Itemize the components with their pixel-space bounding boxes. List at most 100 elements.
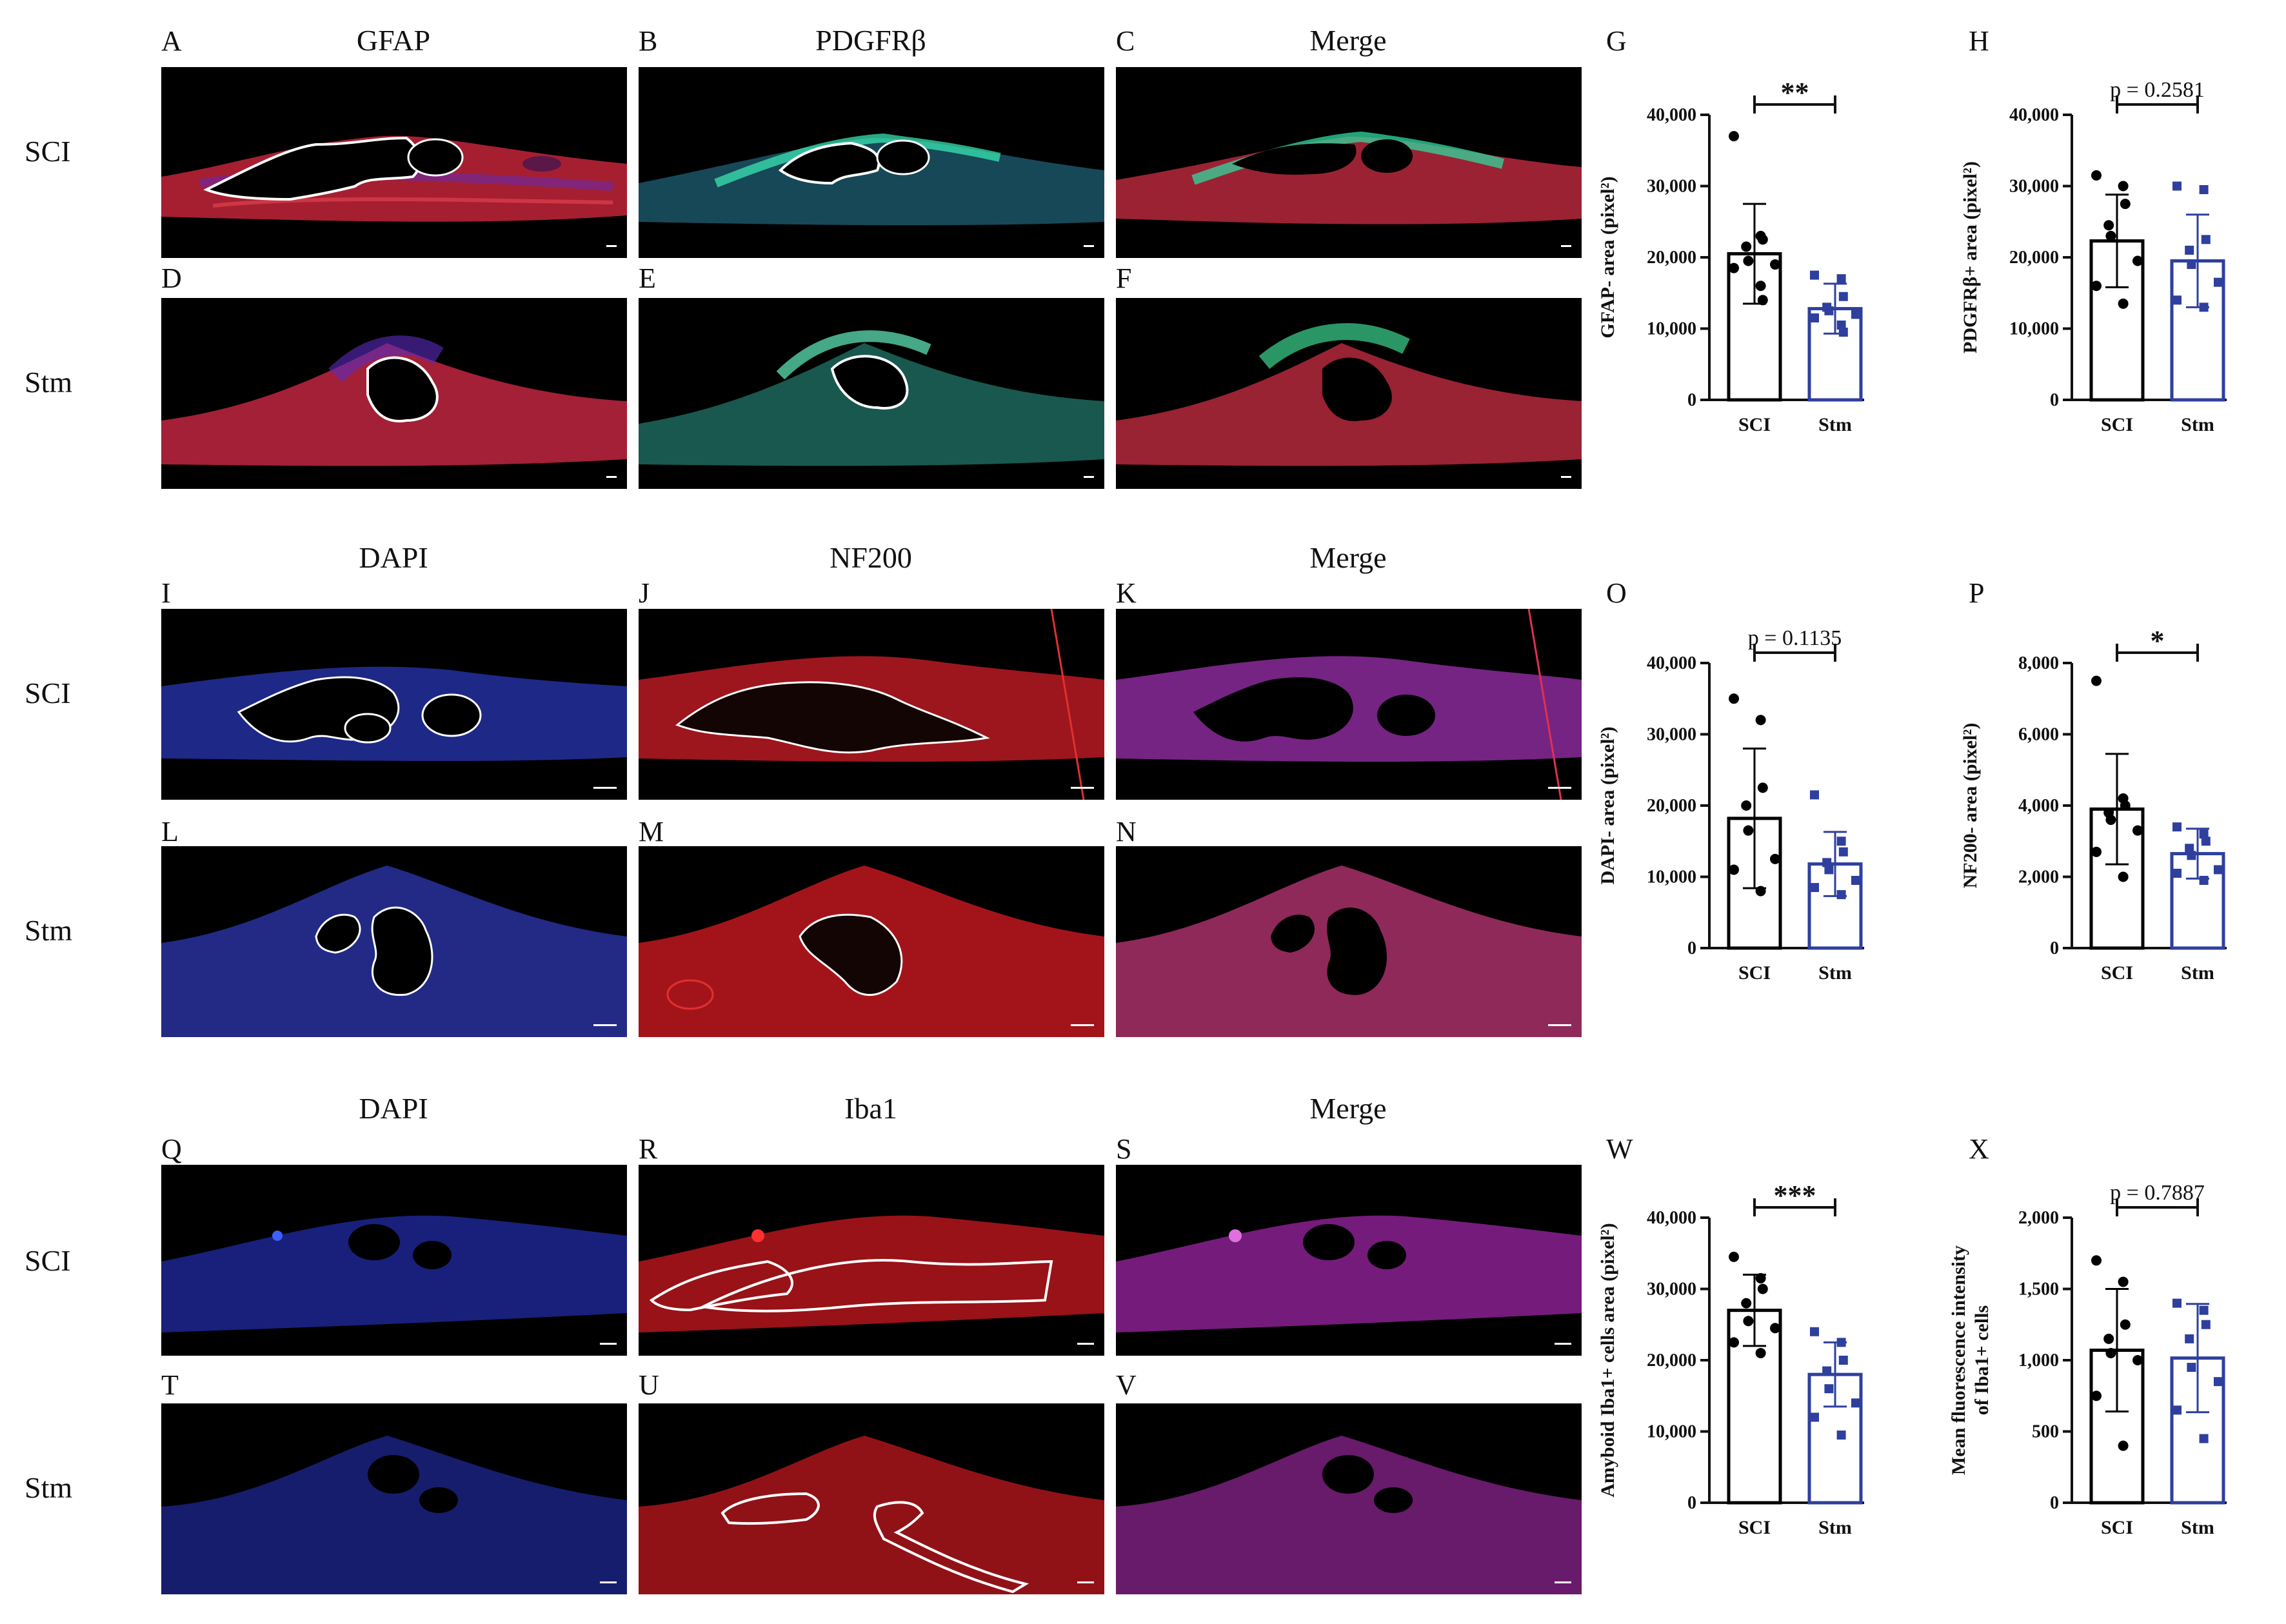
data-point-sci [1757,782,1768,793]
y-tick-label: 40,000 [2009,105,2059,125]
x-category-label: SCI [2101,414,2133,435]
x-category-label: Stm [1818,1517,1852,1538]
data-point-sci [2091,1255,2102,1266]
stain-title-dapi-1: DAPI [359,541,428,574]
micrograph-iba1-sci [639,1165,1104,1356]
data-point-stm [2185,1334,2194,1343]
y-tick-label: 0 [2050,390,2059,410]
bar-chart-h: 0 10,000 20,000 30,000 40,000 PDGFRβ+ area (p… [1943,64,2252,464]
y-tick-label: 4,000 [2018,796,2059,816]
chart-svg-g: 0 10,000 20,000 30,000 40,000 GFAP- area (pix… [1597,77,1864,435]
stain-title-merge-2: Merge [1309,541,1387,574]
data-point-stm [1836,274,1846,284]
micrograph-merge-row1-sci [1116,67,1582,258]
x-category-label: SCI [2101,1517,2133,1538]
data-point-stm [1810,1327,1819,1336]
y-tick-label: 0 [1687,938,1696,958]
y-tick-label: 0 [1687,1493,1696,1513]
data-point-stm [1851,310,1860,319]
data-point-sci [1743,825,1754,836]
y-tick-label: 40,000 [1647,105,1696,125]
micrograph-gfap-sci [161,67,627,258]
data-point-stm [1810,270,1819,280]
data-point-sci [2118,298,2129,309]
data-point-sci [1741,1298,1752,1309]
data-point-sci [1729,1251,1739,1262]
y-tick-label: 20,000 [1647,248,1696,268]
data-point-stm [1810,790,1819,800]
data-point-stm [2214,865,2223,875]
x-category-label: SCI [1738,1517,1771,1538]
data-point-stm [1836,320,1846,330]
data-point-sci [2120,800,2131,811]
data-point-sci [1755,886,1766,896]
data-point-stm [1824,1384,1834,1394]
y-tick-label: 0 [1687,390,1696,410]
data-point-sci [2091,1391,2102,1401]
data-point-sci [2091,281,2102,292]
panel-letter-s: S [1116,1133,1132,1165]
micrograph-dapi-sci-1 [161,609,627,800]
micrograph-gfap-stm [161,298,627,489]
data-point-stm [1838,292,1848,301]
data-point-stm [1810,313,1819,322]
y-tick-label: 40,000 [1647,653,1696,673]
y-tick-label: 30,000 [2009,177,2059,197]
data-point-stm [1838,847,1848,857]
data-point-sci [1757,234,1768,245]
data-point-sci [2118,1440,2129,1451]
x-category-label: Stm [1818,414,1852,435]
data-point-sci [1755,715,1766,726]
data-point-stm [2199,876,2209,886]
y-tick-label: 2,000 [2018,867,2059,887]
panel-letter-n: N [1116,816,1137,847]
data-point-stm [2199,302,2209,312]
data-point-sci [2091,170,2102,181]
y-axis-title: NF200- area (pixel²) [1960,723,1981,889]
data-point-stm [2187,851,2196,860]
panel-letter-u: U [639,1369,659,1401]
data-point-stm [1810,1412,1819,1422]
panel-letter-j: J [639,577,650,609]
data-point-sci [1741,241,1752,252]
data-point-stm [1824,865,1834,875]
micrograph-pdgfrb-stm [639,298,1104,489]
stain-title-gfap: GFAP [356,24,431,57]
data-point-sci [2091,846,2102,857]
data-point-sci [2103,1333,2114,1344]
x-category-label: SCI [1738,414,1771,435]
y-tick-label: 20,000 [1647,1351,1696,1371]
significance-label: p = 0.7887 [2110,1181,2205,1205]
micrograph-dapi-stm-2 [161,1403,627,1594]
data-point-stm [1810,883,1819,893]
panel-letter-c: C [1116,25,1135,57]
y-tick-label: 0 [2050,938,2059,958]
panel-letter-q: Q [161,1133,182,1165]
data-point-sci [1729,693,1739,704]
data-point-stm [1836,1338,1846,1347]
data-point-sci [2118,181,2129,192]
data-point-stm [1836,890,1846,900]
y-tick-label: 20,000 [2009,248,2059,268]
chart-svg-w: 0 10,000 20,000 30,000 40,000 Amyboid Iba1+ c… [1597,1180,1864,1538]
data-point-stm [2201,1320,2211,1329]
panel-letter-l: L [161,816,179,847]
data-point-stm [2185,245,2194,255]
panel-letter-b: B [639,25,658,57]
x-category-label: SCI [2101,962,2133,984]
panel-letter-v: V [1116,1369,1137,1401]
panel-letter-i: I [161,577,171,609]
data-point-stm [2214,1377,2223,1387]
significance-label: * [2151,625,2165,657]
data-point-sci [1770,853,1780,864]
data-point-sci [2132,1355,2143,1365]
bar-chart-g: 0 10,000 20,000 30,000 40,000 GFAP- area (pix… [1580,64,1890,464]
micrograph-dapi-sci-2 [161,1165,627,1356]
panel-letter-m: M [639,816,664,847]
data-point-sci [2120,199,2131,210]
data-point-stm [2172,1298,2182,1308]
y-tick-label: 500 [2032,1422,2059,1442]
x-category-label: Stm [1818,962,1852,984]
data-point-stm [1851,1398,1860,1408]
stain-title-dapi-2: DAPI [359,1092,428,1125]
